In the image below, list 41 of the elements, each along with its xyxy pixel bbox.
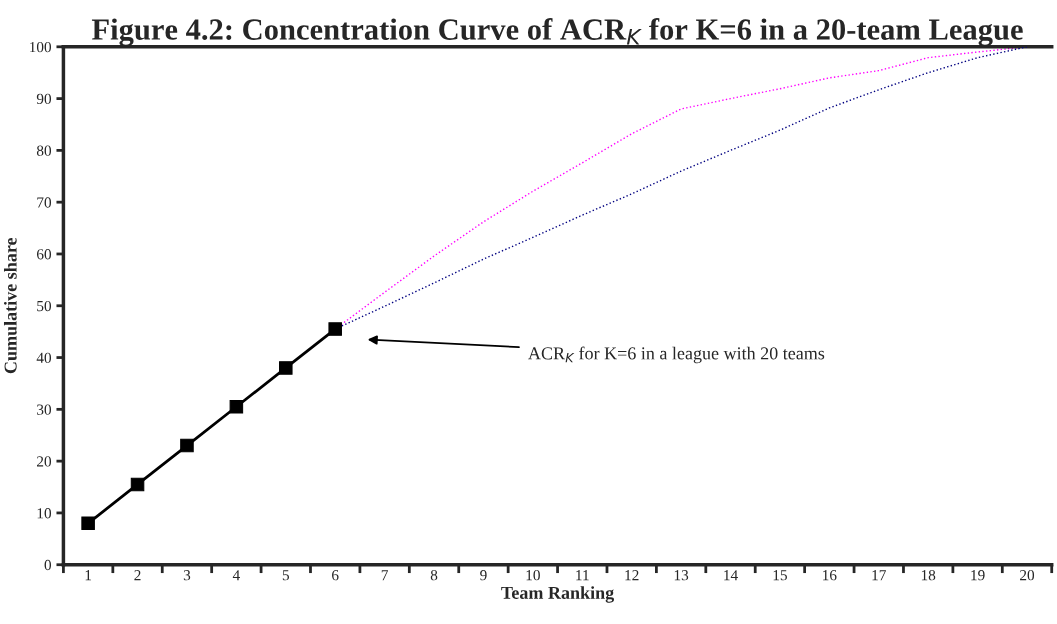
x-tick-label: 10 <box>526 570 540 581</box>
point <box>180 438 194 453</box>
y-tick-label: 50 <box>37 300 52 312</box>
point <box>130 477 145 492</box>
x-tick-label: 5 <box>282 570 290 581</box>
y-tick-label: 0 <box>44 559 52 571</box>
x-tick-label: 2 <box>134 570 141 581</box>
y-tick-label: 20 <box>37 456 52 467</box>
x-tick-label: 3 <box>183 570 191 581</box>
y-axis-title: Cumulative share <box>3 237 17 374</box>
x-tick-label: 14 <box>724 570 738 581</box>
x-tick-label: 18 <box>921 570 936 581</box>
x-tick-label: 4 <box>232 570 240 581</box>
y-tick-label: 90 <box>36 93 52 105</box>
y-tick-label: 70 <box>37 197 52 208</box>
point <box>328 322 342 336</box>
x-tick-label: 16 <box>823 570 837 581</box>
point <box>279 361 293 375</box>
y-tick-label: 10 <box>37 508 52 519</box>
x-tick-label: 6 <box>332 570 339 581</box>
x-tick-label: 12 <box>625 570 639 581</box>
y-tick-label: 80 <box>36 145 52 156</box>
point <box>81 516 95 531</box>
x-tick-label: 7 <box>381 570 388 581</box>
y-tick-label: 60 <box>36 249 52 260</box>
y-tick-label: 30 <box>37 404 52 415</box>
annotation: ACR$_{K}$ for K=6 in a league with 20 teams <box>528 346 825 364</box>
x-tick-label: 11 <box>576 570 589 581</box>
y-tick-label: 40 <box>36 352 52 363</box>
x-tick-label: 9 <box>480 570 487 581</box>
chart-title: Figure 4.2: Concentration Curve of ACR$_{K}$ for K=6 in a 20-team League <box>91 18 1023 47</box>
x-tick-label: 17 <box>872 570 886 581</box>
x-tick-label: 13 <box>674 570 689 581</box>
x-tick-label: 8 <box>430 570 438 581</box>
point <box>229 399 244 414</box>
x-tick-label: 19 <box>971 570 985 581</box>
x-axis-title: Team Ranking <box>501 586 615 603</box>
x-tick-label: 20 <box>1020 570 1035 581</box>
x-tick-label: 15 <box>773 570 787 581</box>
x-tick-label: 1 <box>85 570 92 581</box>
y-tick-label: 100 <box>30 41 52 53</box>
